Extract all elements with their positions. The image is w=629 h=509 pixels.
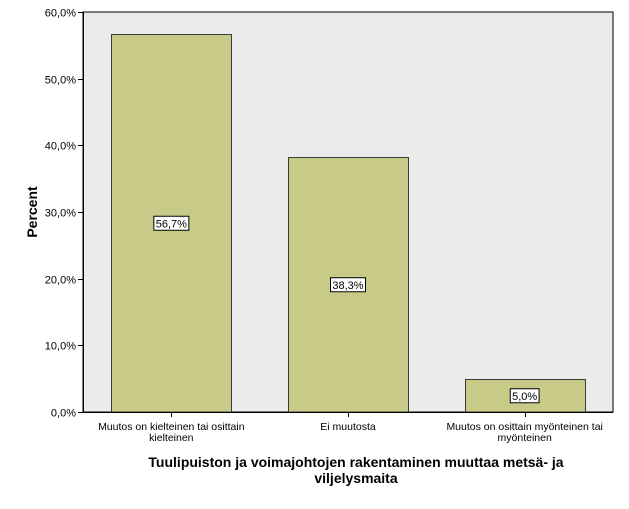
data-label-box	[330, 277, 366, 293]
category-label: Muutos on osittain myönteinen tai	[446, 421, 602, 433]
y-axis-title: Percent	[24, 186, 40, 238]
category-label: Muutos on kielteinen tai osittain	[98, 421, 245, 433]
data-label: 56,7%	[156, 218, 187, 230]
x-axis-title: Tuulipuiston ja voimajohtojen rakentamin…	[148, 454, 563, 470]
y-tick-label: 40,0%	[45, 141, 76, 153]
y-tick-label: 30,0%	[45, 208, 76, 220]
y-tick-label: 10,0%	[45, 341, 76, 353]
data-label-box	[153, 215, 190, 231]
y-tick-label: 60,0%	[45, 8, 76, 20]
data-label: 5,0%	[512, 391, 537, 403]
x-axis-title: viljelysmaita	[314, 470, 397, 486]
y-tick-label: 20,0%	[45, 275, 76, 287]
data-label-box	[509, 388, 540, 404]
data-label: 38,3%	[332, 280, 363, 292]
y-tick-label: 0,0%	[51, 408, 76, 420]
category-label: kielteinen	[149, 432, 194, 444]
y-tick-label: 50,0%	[45, 75, 76, 87]
category-label: myönteinen	[498, 432, 552, 444]
category-label: Ei muutosta	[320, 421, 376, 433]
